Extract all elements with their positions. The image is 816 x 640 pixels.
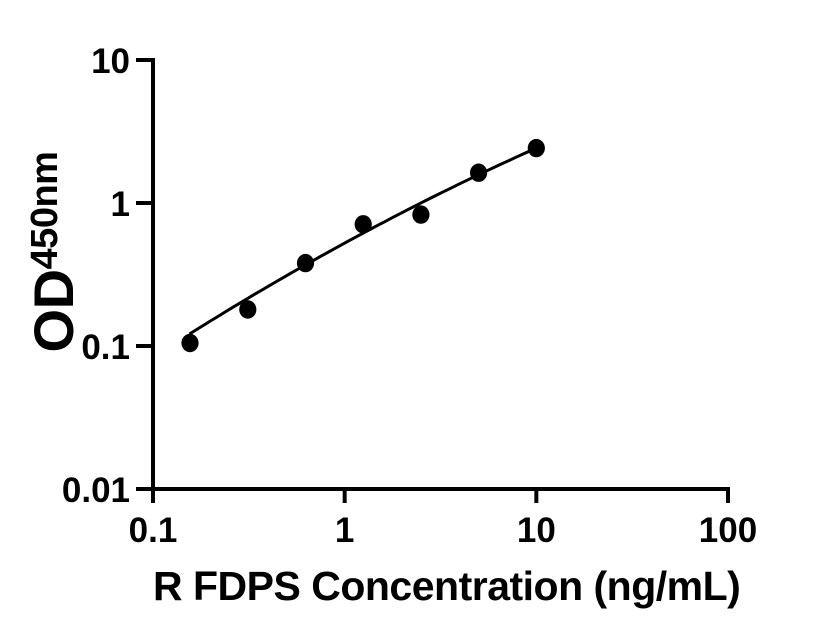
x-axis-tick-label: 1 [335, 511, 354, 550]
y-axis-title-main: OD [22, 269, 85, 353]
data-point [354, 215, 372, 234]
y-axis-tick-label: 10 [91, 42, 130, 81]
x-axis-tick-label: 0.1 [129, 511, 178, 550]
y-axis-title: OD 450nm [22, 151, 85, 353]
data-point [527, 138, 545, 158]
data-point [470, 163, 488, 182]
y-axis-tick-label: 1 [111, 185, 130, 224]
data-point [239, 300, 257, 319]
y-axis-tick-label: 0.01 [62, 471, 130, 510]
y-axis-title-sub: 450nm [24, 151, 66, 270]
data-point [181, 333, 199, 353]
x-axis-tick-label: 10 [517, 511, 556, 550]
data-point [296, 253, 315, 273]
y-axis-tick-label: 0.1 [81, 328, 130, 367]
x-axis-title: R FDPS Concentration (ng/mL) [153, 563, 741, 609]
x-axis-tick-label: 100 [699, 511, 757, 550]
data-point [412, 205, 430, 224]
